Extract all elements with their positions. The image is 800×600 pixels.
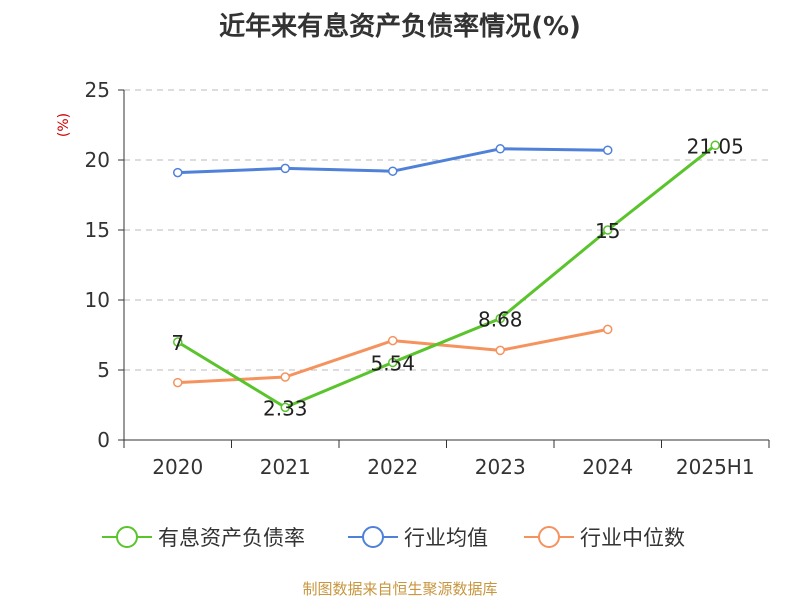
y-tick-label: 15 (85, 218, 110, 242)
data-point (495, 144, 505, 154)
legend-label: 有息资产负债率 (158, 526, 305, 550)
y-tick-label: 25 (85, 78, 110, 102)
data-point (710, 140, 720, 151)
data-point (603, 225, 613, 235)
data-point (388, 335, 398, 346)
legend-label: 行业均值 (404, 526, 488, 550)
data-point (280, 402, 290, 413)
x-tick-label: 2025H1 (676, 455, 755, 479)
data-point (280, 372, 290, 382)
x-tick-label: 2024 (582, 455, 633, 479)
x-tick-label: 2022 (367, 455, 418, 479)
data-point (388, 357, 398, 368)
data-label: 21.05 (687, 134, 744, 158)
y-axis-label: (%) (56, 113, 72, 137)
legend-marker (538, 526, 560, 548)
y-tick-label: 5 (97, 358, 110, 382)
data-point (280, 163, 290, 174)
data-point (495, 313, 505, 324)
data-point (603, 324, 613, 335)
legend-marker (362, 526, 384, 548)
data-point (388, 166, 398, 176)
data-label: 5.54 (370, 351, 415, 375)
data-point (173, 337, 183, 347)
source-note: 制图数据来自恒生聚源数据库 (302, 580, 498, 598)
x-tick-label: 2020 (152, 455, 203, 479)
data-point (495, 345, 505, 356)
legend-label: 行业中位数 (580, 526, 685, 550)
data-label: 8.68 (478, 307, 523, 331)
chart-title: 近年来有息资产负债率情况(%) (219, 12, 581, 42)
y-tick-label: 10 (85, 288, 110, 312)
data-point (603, 145, 613, 155)
data-point (173, 377, 183, 388)
x-tick-label: 2023 (475, 455, 526, 479)
data-point (173, 167, 183, 178)
legend-marker (116, 526, 138, 548)
data-label: 15 (595, 219, 620, 243)
series-line (176, 144, 717, 409)
data-label: 7 (171, 331, 184, 355)
x-tick-label: 2021 (260, 455, 311, 479)
y-tick-label: 20 (85, 148, 110, 172)
y-tick-label: 0 (97, 428, 110, 452)
data-label: 2.33 (263, 396, 308, 420)
